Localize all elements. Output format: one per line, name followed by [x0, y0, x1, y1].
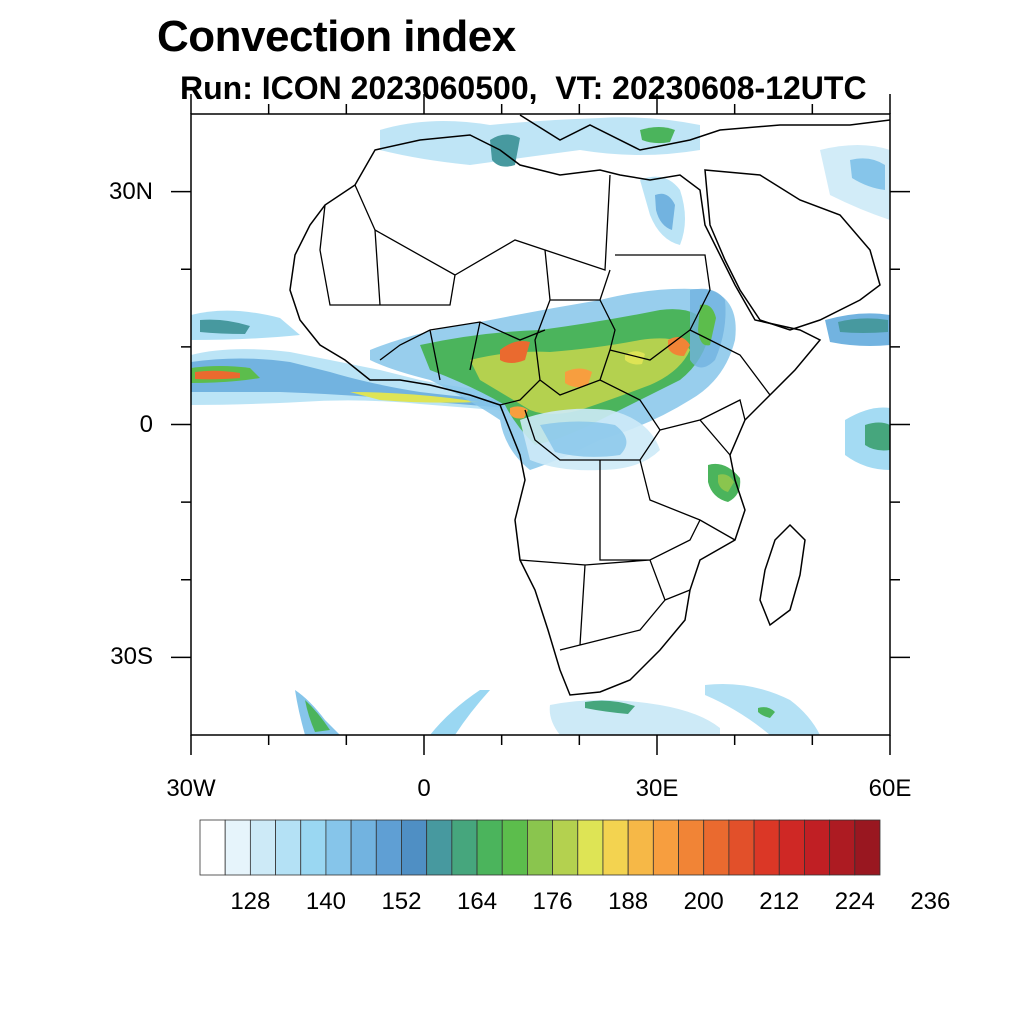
nile-core: [655, 193, 675, 230]
colorbar-swatch: [476, 819, 503, 876]
colorbar-swatch: [426, 819, 453, 876]
mediterranean-core2: [640, 127, 675, 144]
colorbar-swatch: [778, 819, 805, 876]
colorbar-swatch: [527, 819, 553, 876]
colorbar-swatch: [401, 819, 428, 876]
indian-ocean-core: [865, 422, 890, 451]
colorbar-tick-label: 200: [683, 888, 724, 915]
colorbar-tick-label: 224: [834, 888, 875, 915]
europe-coastline: [519, 114, 890, 151]
lat-label: 30S: [110, 643, 153, 671]
southern-ocean-cells-2: [430, 690, 490, 735]
colorbar-tick-label: 164: [457, 888, 498, 915]
colorbar-swatch: [602, 819, 629, 876]
gulf-hot: [510, 406, 528, 419]
southern-ocean-cells-3b: [585, 700, 635, 714]
colorbar-tick-label: 128: [230, 888, 271, 915]
southern-ocean-cells-1b: [305, 700, 330, 732]
africa-coastline: [289, 134, 822, 696]
colorbar-tick-label: 140: [305, 888, 346, 915]
middle-east-core: [850, 158, 885, 190]
lat-label: 30N: [108, 177, 153, 205]
sahel-convection-hot2: [565, 368, 592, 388]
congo-convection-inner: [540, 421, 627, 457]
lon-label: 60E: [868, 775, 912, 802]
colorbar-swatch: [325, 819, 352, 876]
colorbar-swatch: [350, 819, 377, 876]
colorbar-swatch: [652, 819, 679, 876]
colorbar-tick-label: 236: [910, 888, 951, 915]
arabia-coastline: [704, 169, 881, 331]
border-lines: [319, 174, 771, 651]
run-subtitle: Run: ICON 2023060500, VT: 20230608-12UTC: [180, 70, 867, 106]
lon-label: 30W: [166, 775, 216, 802]
colorbar-swatch: [627, 819, 654, 876]
colorbar-swatch: [753, 819, 780, 876]
mediterranean-cells: [380, 117, 700, 165]
colorbar-swatch: [804, 819, 831, 876]
country-borders: [319, 174, 771, 651]
colorbar-swatch: [678, 819, 705, 876]
lon-label: 0: [417, 775, 431, 802]
colorbar-swatch: [829, 819, 856, 876]
sahel-convection-hot1: [500, 341, 530, 363]
colorbar-swatch: [552, 819, 579, 876]
colorbar: [199, 819, 881, 876]
arabian-sea-core: [838, 318, 888, 333]
colorbar-swatch: [728, 819, 755, 876]
colorbar-swatch: [199, 819, 226, 876]
colorbar-swatch: [501, 819, 528, 876]
colorbar-tick-label: 212: [759, 888, 800, 915]
colorbar-tick-label: 188: [608, 888, 649, 915]
colorbar-swatch: [703, 819, 730, 876]
itcz-band-core3: [195, 370, 240, 380]
convection-field: [191, 117, 890, 735]
colorbar-swatch: [224, 819, 251, 876]
atlantic-west-cells-2: [200, 319, 250, 334]
colorbar-tick-label: 152: [381, 888, 422, 915]
madagascar-coastline: [759, 523, 806, 627]
colorbar-swatch: [451, 819, 478, 876]
axis-ticks: [171, 94, 910, 755]
itcz-band-core2: [350, 392, 480, 403]
colorbar-tick-label: 176: [532, 888, 573, 915]
colorbar-swatch: [249, 819, 276, 876]
tanzania-core: [718, 474, 734, 492]
map-title: Convection index: [157, 12, 516, 61]
lat-label: 0: [139, 410, 153, 438]
colorbar-swatch: [577, 819, 604, 876]
coastlines: [289, 114, 890, 696]
colorbar-swatch: [375, 819, 402, 876]
southern-ocean-cells-3: [549, 700, 720, 735]
southern-ocean-cells-4b: [758, 707, 775, 718]
colorbar-swatch: [275, 819, 302, 876]
ethiopia-convection-core: [698, 304, 716, 346]
lon-label: 30E: [635, 775, 679, 802]
colorbar-swatch: [300, 819, 327, 876]
colorbar-swatch: [854, 819, 881, 876]
